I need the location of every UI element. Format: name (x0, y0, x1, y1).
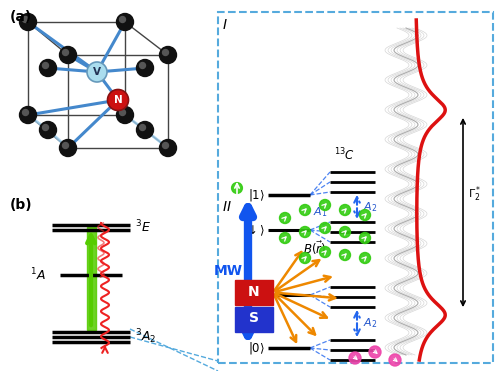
Circle shape (40, 59, 56, 76)
Text: $|1\rangle$: $|1\rangle$ (248, 187, 265, 203)
Circle shape (140, 62, 145, 69)
Circle shape (320, 223, 330, 233)
Circle shape (120, 16, 126, 23)
Circle shape (136, 121, 154, 138)
Text: $A_1$: $A_1$ (313, 205, 328, 219)
Circle shape (42, 62, 48, 69)
Circle shape (60, 139, 76, 157)
Circle shape (22, 109, 28, 115)
Circle shape (349, 352, 361, 364)
Circle shape (108, 89, 128, 111)
Circle shape (280, 233, 290, 243)
Text: $|0\rangle$: $|0\rangle$ (248, 340, 265, 356)
Circle shape (40, 121, 56, 138)
Circle shape (120, 109, 126, 115)
Text: $^1A$: $^1A$ (30, 267, 46, 283)
Circle shape (116, 13, 134, 30)
Circle shape (136, 59, 154, 76)
Text: $|\!\uparrow\rangle$: $|\!\uparrow\rangle$ (243, 287, 265, 303)
Text: $A_2$: $A_2$ (363, 200, 378, 214)
Circle shape (160, 46, 176, 63)
Circle shape (320, 246, 330, 257)
Circle shape (360, 210, 370, 220)
Circle shape (300, 227, 310, 237)
Text: $|\!\downarrow\rangle$: $|\!\downarrow\rangle$ (243, 222, 265, 238)
Bar (86, 227, 96, 330)
Circle shape (300, 253, 310, 263)
Circle shape (60, 46, 76, 63)
Text: $^3E$: $^3E$ (135, 219, 151, 235)
Bar (218, 12, 493, 363)
Text: $II$: $II$ (222, 200, 232, 214)
Circle shape (62, 49, 68, 56)
Circle shape (62, 142, 68, 148)
Circle shape (162, 49, 168, 56)
Text: S: S (249, 312, 259, 325)
Circle shape (116, 106, 134, 124)
Text: N: N (114, 95, 122, 105)
Circle shape (300, 204, 310, 216)
Text: MW: MW (214, 264, 243, 278)
Circle shape (280, 213, 290, 223)
Text: N: N (248, 286, 260, 299)
Bar (235, 280, 273, 305)
Circle shape (162, 142, 168, 148)
Text: $^3A_2$: $^3A_2$ (135, 328, 156, 347)
Circle shape (340, 250, 350, 260)
Text: (b): (b) (10, 198, 32, 212)
Text: $B(\vec{r})$: $B(\vec{r})$ (304, 240, 326, 256)
Circle shape (369, 346, 381, 358)
Circle shape (160, 139, 176, 157)
Circle shape (360, 233, 370, 243)
Text: (a): (a) (10, 10, 32, 24)
Text: $A_2$: $A_2$ (363, 316, 378, 330)
Text: $^{13}C$: $^{13}C$ (334, 147, 355, 163)
Circle shape (232, 183, 242, 193)
Text: $I$: $I$ (222, 18, 228, 32)
Circle shape (340, 204, 350, 216)
Circle shape (360, 253, 370, 263)
Circle shape (140, 125, 145, 131)
Bar (235, 307, 273, 332)
Circle shape (22, 16, 28, 23)
Circle shape (389, 354, 401, 366)
Circle shape (87, 62, 107, 82)
Text: $\Gamma_2^*$: $\Gamma_2^*$ (468, 184, 481, 204)
Circle shape (20, 106, 36, 124)
Circle shape (340, 227, 350, 237)
Circle shape (42, 125, 48, 131)
Text: V: V (93, 67, 101, 77)
Circle shape (20, 13, 36, 30)
Circle shape (320, 200, 330, 210)
